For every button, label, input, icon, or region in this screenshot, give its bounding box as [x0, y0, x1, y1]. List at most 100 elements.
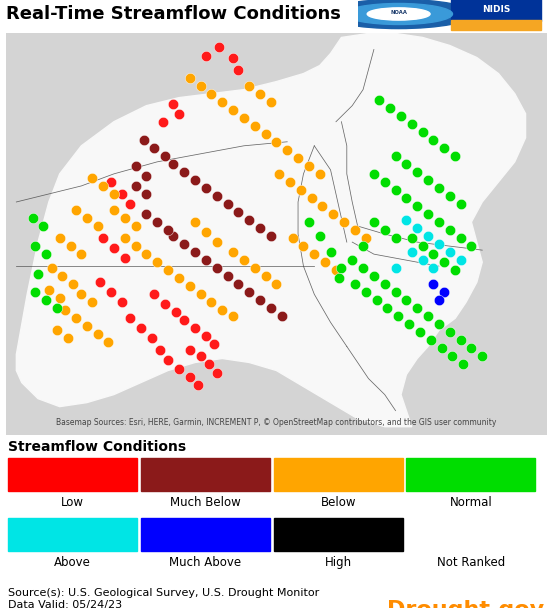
Point: [107, 177, 116, 187]
Polygon shape: [6, 33, 547, 435]
Point: [234, 64, 243, 74]
Text: Above: Above: [54, 556, 91, 569]
Point: [42, 295, 51, 305]
Point: [131, 181, 140, 191]
Point: [212, 263, 221, 273]
Text: Source(s): U.S. Geological Survey, U.S. Drought Monitor: Source(s): U.S. Geological Survey, U.S. …: [8, 589, 320, 598]
Point: [180, 239, 189, 249]
Point: [201, 50, 210, 60]
Point: [69, 280, 78, 289]
Point: [164, 356, 173, 365]
Point: [229, 311, 238, 321]
Point: [456, 255, 465, 265]
Point: [350, 280, 359, 289]
Point: [72, 205, 80, 215]
Point: [426, 336, 435, 345]
Point: [142, 249, 151, 259]
Point: [267, 231, 276, 241]
Point: [156, 345, 164, 355]
Point: [283, 145, 292, 154]
Point: [394, 311, 403, 321]
Point: [53, 325, 62, 335]
Point: [169, 98, 178, 108]
Point: [370, 169, 378, 179]
Point: [131, 221, 140, 231]
Point: [174, 364, 183, 373]
Point: [229, 247, 238, 257]
Point: [180, 316, 189, 325]
Point: [332, 265, 340, 275]
Point: [169, 231, 178, 241]
Point: [402, 295, 411, 305]
Point: [212, 191, 221, 201]
Point: [386, 103, 394, 112]
Point: [318, 201, 327, 211]
Point: [126, 314, 135, 323]
Point: [418, 255, 427, 265]
Point: [370, 271, 378, 281]
Bar: [8, 518, 137, 551]
Point: [361, 233, 370, 243]
Point: [147, 334, 156, 344]
Point: [139, 135, 148, 145]
Point: [196, 351, 205, 361]
Point: [88, 173, 97, 183]
Point: [402, 159, 411, 168]
Point: [424, 209, 432, 219]
Point: [267, 303, 276, 313]
Point: [150, 289, 159, 299]
Point: [77, 249, 86, 259]
Point: [88, 297, 97, 307]
Point: [380, 177, 389, 187]
Text: Basemap Sources: Esri, HERE, Garmin, INCREMENT P, © OpenStreetMap contributors, : Basemap Sources: Esri, HERE, Garmin, INC…: [56, 418, 497, 427]
Point: [424, 231, 432, 241]
Point: [429, 280, 438, 289]
Point: [131, 241, 140, 251]
Text: Normal: Normal: [449, 497, 492, 510]
Point: [72, 314, 80, 323]
Point: [39, 221, 48, 231]
Point: [109, 189, 118, 199]
Point: [250, 121, 259, 131]
Point: [174, 109, 183, 119]
Point: [142, 209, 151, 219]
Point: [185, 282, 194, 291]
Point: [218, 305, 227, 315]
Point: [361, 288, 370, 297]
Point: [109, 243, 118, 253]
Point: [172, 308, 180, 317]
Text: Low: Low: [61, 497, 84, 510]
Point: [434, 295, 443, 305]
Point: [28, 213, 37, 223]
Point: [337, 263, 346, 273]
Point: [456, 199, 465, 209]
Point: [96, 277, 104, 287]
Point: [201, 331, 210, 341]
Point: [45, 285, 53, 295]
Point: [434, 217, 443, 227]
Point: [261, 129, 270, 139]
Circle shape: [324, 0, 474, 29]
Point: [434, 320, 443, 330]
Bar: [406, 458, 535, 491]
Point: [350, 225, 359, 235]
Point: [451, 265, 460, 275]
Point: [418, 127, 427, 137]
Bar: [451, 0, 541, 21]
Point: [245, 81, 254, 91]
Point: [109, 205, 118, 215]
Point: [245, 288, 254, 297]
Point: [98, 233, 107, 243]
Point: [261, 271, 270, 281]
Point: [201, 183, 210, 193]
Bar: [274, 458, 403, 491]
Point: [136, 323, 145, 333]
Point: [201, 255, 210, 265]
Point: [185, 73, 194, 83]
Point: [429, 135, 438, 145]
Point: [274, 169, 283, 179]
Point: [204, 360, 213, 370]
Point: [218, 97, 227, 106]
Point: [413, 201, 422, 211]
Point: [250, 263, 259, 273]
